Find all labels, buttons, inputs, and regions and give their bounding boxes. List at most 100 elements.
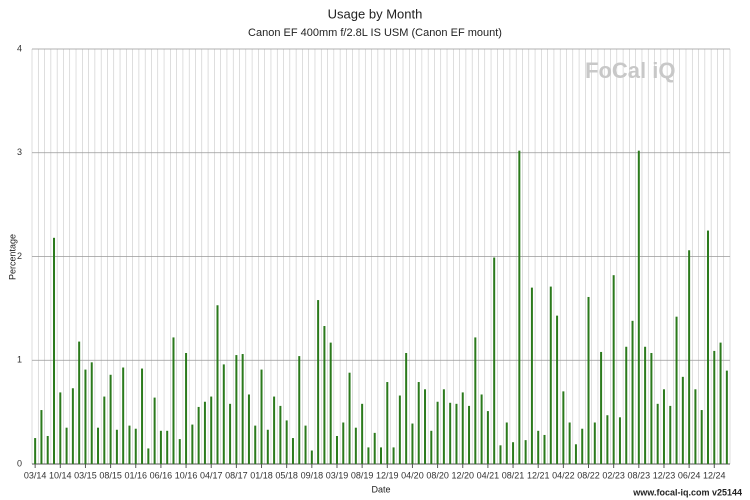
- bar: [153, 397, 156, 464]
- bar: [631, 320, 634, 464]
- x-tick-label: 03/19: [326, 470, 349, 480]
- bar: [530, 287, 533, 464]
- bar: [291, 438, 294, 464]
- bar: [656, 403, 659, 464]
- bar: [329, 342, 332, 464]
- bar: [499, 445, 502, 464]
- bar: [210, 396, 213, 464]
- bar: [147, 448, 150, 464]
- bar: [398, 395, 401, 464]
- x-tick-label: 10/14: [49, 470, 72, 480]
- bar: [229, 403, 232, 464]
- bar: [59, 392, 62, 464]
- x-tick-label: 03/15: [74, 470, 97, 480]
- x-tick-label: 04/20: [401, 470, 424, 480]
- bar: [134, 428, 137, 464]
- bar: [367, 447, 370, 464]
- bar: [681, 376, 684, 464]
- footer: www.focal-iq.com v25144: [632, 487, 742, 497]
- bar: [222, 364, 225, 464]
- bar: [644, 346, 647, 464]
- bar: [216, 305, 219, 464]
- x-tick-label: 08/23: [628, 470, 651, 480]
- bar: [574, 444, 577, 464]
- bar: [662, 389, 665, 464]
- bar: [455, 403, 458, 464]
- bar: [373, 432, 376, 464]
- bar: [71, 388, 74, 464]
- bar: [606, 415, 609, 464]
- bar: [241, 354, 244, 464]
- bar: [172, 337, 175, 464]
- y-tick-label: 2: [17, 251, 22, 261]
- x-axis-label: Date: [371, 484, 390, 494]
- bar: [562, 391, 565, 464]
- bar: [411, 423, 414, 464]
- bar: [122, 367, 125, 464]
- logo: FoCal iQ: [585, 58, 675, 83]
- bar: [524, 440, 527, 464]
- bar: [543, 434, 546, 464]
- bar: [719, 342, 722, 464]
- bar: [273, 396, 276, 464]
- bar: [725, 370, 728, 464]
- x-tick-label: 04/17: [200, 470, 223, 480]
- y-tick-label: 1: [17, 355, 22, 365]
- chart-title: Usage by Month: [328, 6, 423, 21]
- x-tick-label: 12/19: [376, 470, 399, 480]
- bar: [317, 300, 320, 464]
- bar: [310, 450, 313, 464]
- bar: [361, 403, 364, 464]
- bar: [247, 394, 250, 464]
- bar: [618, 417, 621, 464]
- bar: [600, 351, 603, 464]
- bar: [128, 425, 131, 464]
- x-tick-label: 08/15: [99, 470, 122, 480]
- bar: [285, 420, 288, 464]
- x-tick-label: 08/19: [351, 470, 374, 480]
- x-tick-label: 09/18: [301, 470, 324, 480]
- x-tick-label: 05/18: [275, 470, 298, 480]
- bar: [556, 315, 559, 464]
- y-axis-label: Percentage: [7, 234, 17, 280]
- bar: [442, 389, 445, 464]
- bar: [109, 374, 112, 464]
- x-tick-label: 12/23: [653, 470, 676, 480]
- bar: [537, 430, 540, 464]
- bar: [103, 396, 106, 464]
- bar: [593, 422, 596, 464]
- bar: [474, 337, 477, 464]
- bar: [505, 422, 508, 464]
- bar: [568, 422, 571, 464]
- bar: [461, 392, 464, 464]
- x-tick-label: 12/24: [703, 470, 726, 480]
- bar: [97, 427, 100, 464]
- bar: [480, 394, 483, 464]
- bar: [581, 428, 584, 464]
- x-tick-label: 08/17: [225, 470, 248, 480]
- bar: [386, 382, 389, 464]
- bar: [493, 257, 496, 464]
- x-tick-label: 01/18: [250, 470, 273, 480]
- bar: [141, 368, 144, 464]
- bar: [159, 430, 162, 464]
- bar: [688, 250, 691, 464]
- bar: [304, 425, 307, 464]
- bar: [700, 410, 703, 464]
- bar: [675, 316, 678, 464]
- bar: [191, 424, 194, 464]
- x-tick-label: 06/24: [678, 470, 701, 480]
- y-tick-label: 4: [17, 43, 22, 53]
- bar: [430, 430, 433, 464]
- bar: [65, 427, 68, 464]
- x-tick-label: 12/21: [527, 470, 550, 480]
- bar: [587, 296, 590, 464]
- bar: [166, 430, 169, 464]
- y-tick-label: 3: [17, 147, 22, 157]
- bar: [669, 405, 672, 464]
- bar: [53, 237, 56, 464]
- bar: [612, 275, 615, 464]
- bar: [40, 410, 43, 464]
- bar: [417, 382, 420, 464]
